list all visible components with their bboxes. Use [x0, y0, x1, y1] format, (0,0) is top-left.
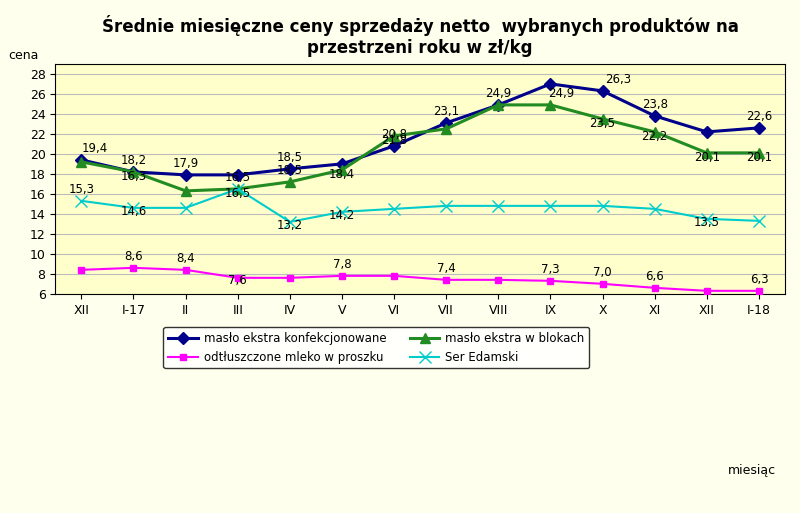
Line: Ser Edamski: Ser Edamski — [76, 183, 765, 227]
Text: 18,2: 18,2 — [121, 154, 146, 167]
Ser Edamski — [754, 218, 764, 224]
masło ekstra w blokach — [494, 102, 503, 108]
Ser Edamski — [442, 203, 451, 209]
masło ekstra konfekcjonowane — [494, 102, 503, 108]
Text: 16,5: 16,5 — [225, 171, 250, 184]
masło ekstra w blokach — [702, 150, 712, 156]
Text: 17,9: 17,9 — [173, 157, 198, 170]
Ser Edamski — [494, 203, 503, 209]
Ser Edamski — [337, 209, 346, 215]
masło ekstra konfekcjonowane — [546, 81, 555, 87]
Text: 13,5: 13,5 — [694, 216, 720, 229]
masło ekstra konfekcjonowane — [702, 129, 712, 135]
Text: 8,4: 8,4 — [176, 252, 195, 265]
masło ekstra konfekcjonowane — [337, 161, 346, 167]
Title: Średnie miesięczne ceny sprzedaży netto  wybranych produktów na
przestrzeni roku: Średnie miesięczne ceny sprzedaży netto … — [102, 15, 738, 57]
masło ekstra w blokach — [754, 150, 764, 156]
Text: cena: cena — [8, 49, 38, 62]
Text: 23,5: 23,5 — [590, 117, 615, 130]
Text: 15,3: 15,3 — [68, 183, 94, 196]
Ser Edamski — [598, 203, 607, 209]
Text: 20,1: 20,1 — [746, 151, 772, 164]
odtłuszczone mleko w proszku — [494, 277, 503, 283]
masło ekstra w blokach — [181, 188, 190, 194]
Text: 20,1: 20,1 — [694, 151, 720, 164]
Text: 14,6: 14,6 — [120, 205, 146, 218]
Ser Edamski — [233, 186, 242, 192]
Text: 23,1: 23,1 — [433, 105, 459, 118]
masło ekstra w blokach — [129, 169, 138, 175]
Ser Edamski — [390, 206, 399, 212]
Text: 19,4: 19,4 — [82, 142, 108, 155]
Text: 22,2: 22,2 — [642, 130, 668, 143]
odtłuszczone mleko w proszku — [129, 265, 138, 271]
odtłuszczone mleko w proszku — [702, 288, 712, 294]
Text: 18,5: 18,5 — [277, 151, 303, 164]
Line: odtłuszczone mleko w proszku: odtłuszczone mleko w proszku — [78, 264, 762, 294]
masło ekstra konfekcjonowane — [181, 172, 190, 178]
Ser Edamski — [702, 216, 712, 222]
odtłuszczone mleko w proszku — [546, 278, 555, 284]
Text: 22,6: 22,6 — [746, 110, 772, 123]
Text: 23,8: 23,8 — [642, 98, 668, 111]
Line: masło ekstra w blokach: masło ekstra w blokach — [77, 100, 764, 196]
odtłuszczone mleko w proszku — [390, 273, 399, 279]
Text: 18,5: 18,5 — [277, 164, 303, 177]
Line: masło ekstra konfekcjonowane: masło ekstra konfekcjonowane — [77, 80, 763, 179]
masło ekstra w blokach — [77, 159, 86, 165]
masło ekstra w blokach — [337, 167, 346, 173]
Ser Edamski — [650, 206, 659, 212]
masło ekstra w blokach — [390, 133, 399, 139]
masło ekstra w blokach — [650, 129, 659, 135]
odtłuszczone mleko w proszku — [442, 277, 451, 283]
Text: 26,3: 26,3 — [605, 73, 631, 86]
Legend: masło ekstra konfekcjonowane, odtłuszczone mleko w proszku, masło ekstra w bloka: masło ekstra konfekcjonowane, odtłuszczo… — [163, 327, 590, 368]
Text: 16,3: 16,3 — [121, 170, 146, 183]
masło ekstra konfekcjonowane — [598, 88, 607, 94]
masło ekstra konfekcjonowane — [77, 157, 86, 163]
Text: miesiąc: miesiąc — [728, 464, 776, 477]
masło ekstra w blokach — [598, 116, 607, 122]
masło ekstra w blokach — [233, 186, 242, 192]
odtłuszczone mleko w proszku — [77, 267, 86, 273]
Text: 6,6: 6,6 — [646, 270, 664, 283]
odtłuszczone mleko w proszku — [754, 288, 764, 294]
Text: 20,8: 20,8 — [381, 128, 407, 141]
masło ekstra konfekcjonowane — [390, 143, 399, 149]
Text: 18,4: 18,4 — [329, 168, 355, 181]
Ser Edamski — [129, 205, 138, 211]
Text: 21,8: 21,8 — [381, 134, 407, 147]
Text: 7,0: 7,0 — [594, 266, 612, 279]
Text: 16,5: 16,5 — [225, 187, 250, 200]
Text: 7,4: 7,4 — [437, 262, 455, 275]
Ser Edamski — [181, 205, 190, 211]
masło ekstra konfekcjonowane — [442, 120, 451, 126]
masło ekstra konfekcjonowane — [129, 169, 138, 175]
Text: 8,6: 8,6 — [124, 250, 142, 263]
Text: 24,9: 24,9 — [486, 87, 511, 100]
Text: 7,6: 7,6 — [228, 274, 247, 287]
Ser Edamski — [285, 219, 294, 225]
Text: 13,2: 13,2 — [277, 219, 303, 232]
odtłuszczone mleko w proszku — [337, 273, 346, 279]
Ser Edamski — [546, 203, 555, 209]
Text: 24,9: 24,9 — [548, 87, 574, 100]
odtłuszczone mleko w proszku — [650, 285, 659, 291]
Text: 6,3: 6,3 — [750, 273, 768, 286]
odtłuszczone mleko w proszku — [285, 275, 294, 281]
masło ekstra konfekcjonowane — [285, 166, 294, 172]
Text: 7,3: 7,3 — [541, 263, 560, 276]
odtłuszczone mleko w proszku — [181, 267, 190, 273]
odtłuszczone mleko w proszku — [598, 281, 607, 287]
masło ekstra w blokach — [546, 102, 555, 108]
masło ekstra w blokach — [442, 126, 451, 132]
Ser Edamski — [77, 198, 86, 204]
masło ekstra konfekcjonowane — [650, 113, 659, 119]
masło ekstra konfekcjonowane — [233, 172, 242, 178]
masło ekstra w blokach — [285, 179, 294, 185]
masło ekstra konfekcjonowane — [754, 125, 764, 131]
Text: 14,2: 14,2 — [329, 209, 355, 222]
odtłuszczone mleko w proszku — [233, 275, 242, 281]
Text: 7,8: 7,8 — [333, 258, 351, 271]
